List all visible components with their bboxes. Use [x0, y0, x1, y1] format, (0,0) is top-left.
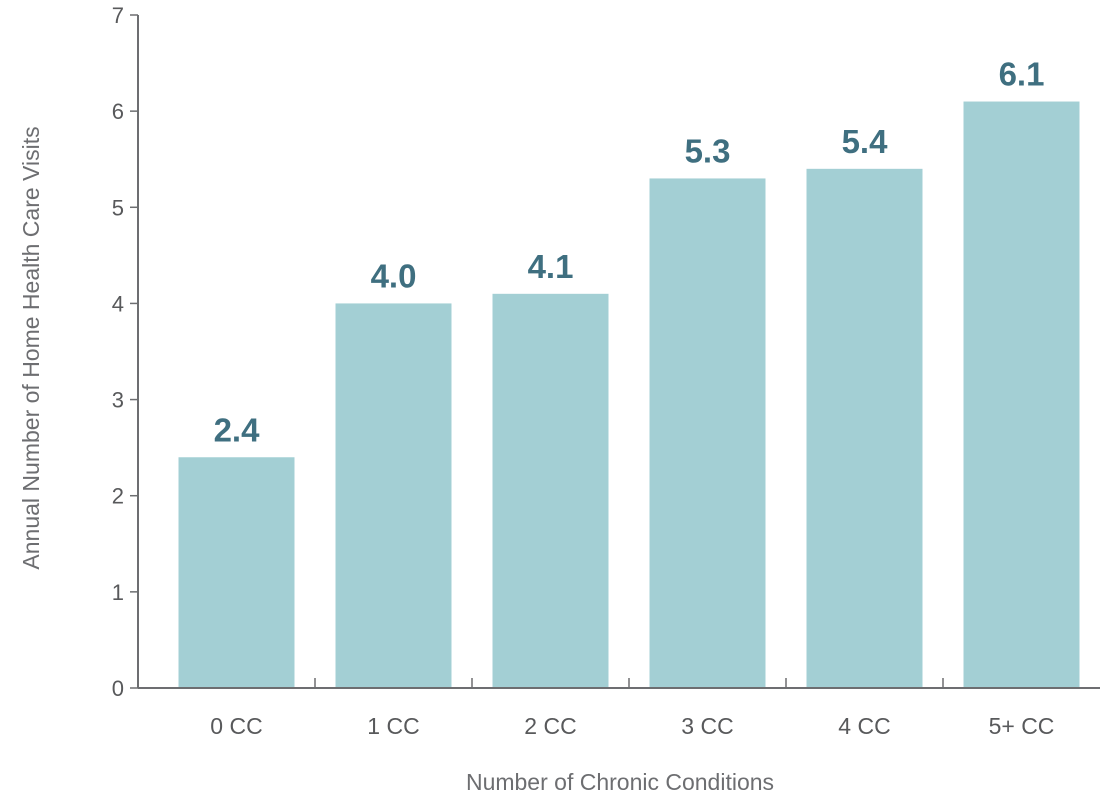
- y-tick-label: 1: [112, 580, 124, 605]
- bar: [806, 168, 923, 689]
- bar-value-label: 4.1: [528, 248, 574, 285]
- y-tick-label: 4: [112, 291, 124, 316]
- bar: [492, 293, 609, 688]
- bar: [963, 101, 1080, 689]
- y-tick-label: 3: [112, 388, 124, 413]
- x-tick-label: 1 CC: [367, 713, 419, 739]
- bar-value-label: 5.4: [842, 123, 889, 160]
- y-tick-label: 2: [112, 484, 124, 509]
- x-tick-label: 3 CC: [681, 713, 733, 739]
- y-tick-label: 6: [112, 99, 124, 124]
- bar: [178, 457, 295, 688]
- bar-value-label: 2.4: [214, 411, 261, 448]
- y-axis-title: Annual Number of Home Health Care Visits: [18, 126, 44, 569]
- y-tick-label: 0: [112, 676, 124, 701]
- x-tick-label: 4 CC: [838, 713, 890, 739]
- x-tick-label: 2 CC: [524, 713, 576, 739]
- bar-value-label: 4.0: [371, 257, 417, 294]
- x-ticks-layer: 0 CC 1 CC 2 CC 3 CC 4 CC 5+ CC: [210, 678, 1054, 739]
- axes-layer: [137, 15, 1100, 689]
- y-tick-label: 7: [112, 3, 124, 28]
- bar-value-label: 5.3: [685, 132, 731, 169]
- bar: [649, 178, 766, 688]
- bar-value-label: 6.1: [999, 56, 1045, 93]
- bar: [335, 303, 452, 688]
- x-tick-label: 0 CC: [210, 713, 262, 739]
- y-tick-label: 5: [112, 195, 124, 220]
- data-labels-layer: 2.4 4.0 4.1 5.3 5.4 6.1: [214, 56, 1045, 449]
- bars-layer: [178, 101, 1080, 689]
- x-axis-title: Number of Chronic Conditions: [466, 769, 774, 795]
- x-tick-label: 5+ CC: [989, 713, 1055, 739]
- y-ticks-layer: 0 1 2 3 4 5 6 7: [112, 3, 138, 701]
